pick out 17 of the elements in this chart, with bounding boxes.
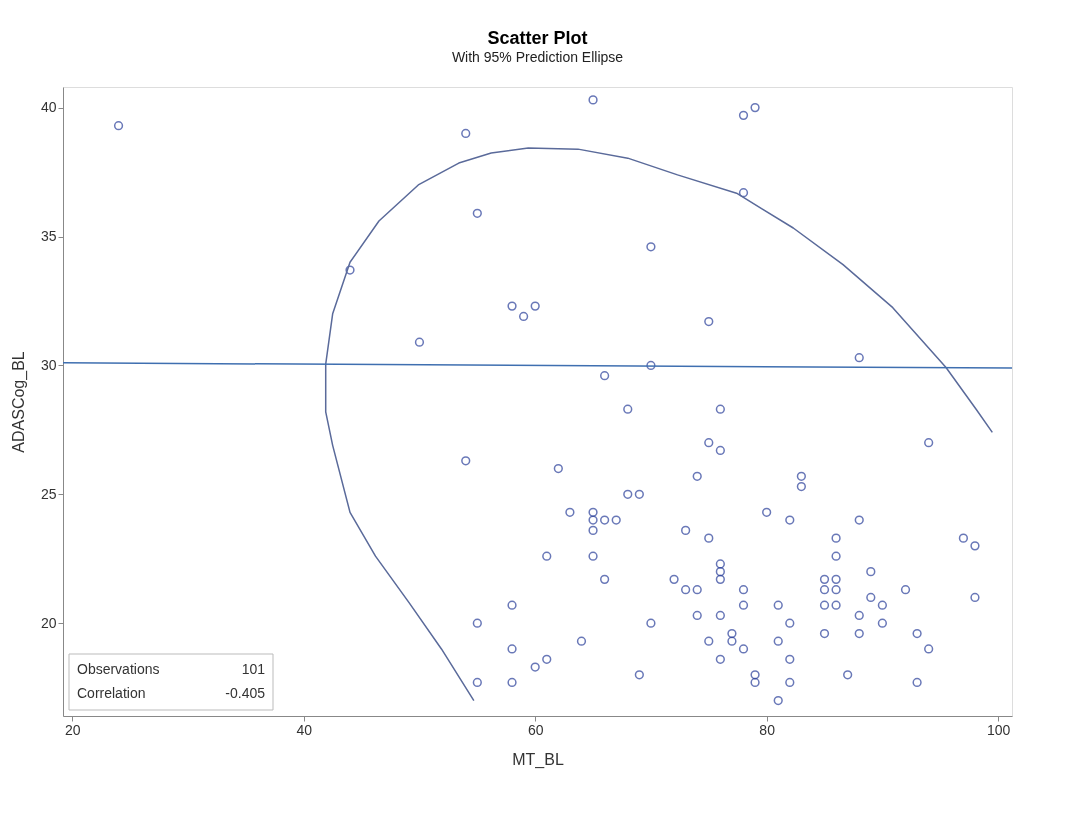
- text: Correlation -0.405: [77, 685, 265, 701]
- x-tick-label: 40: [296, 721, 313, 738]
- y-axis-title: ADASCog_BL: [9, 351, 28, 453]
- y-tick-label: 25: [40, 485, 57, 502]
- chart-subtitle: With 95% Prediction Ellipse: [451, 49, 624, 65]
- y-tick-label: 40: [40, 99, 57, 116]
- x-axis-title: MT_BL: [512, 750, 564, 769]
- line-series: [324, 147, 994, 702]
- x-tick-label: 80: [759, 721, 776, 738]
- y-tick-label: 20: [40, 614, 57, 631]
- x-tick-label: 100: [986, 721, 1011, 738]
- text: Observations 101: [77, 661, 265, 677]
- x-tick-label: 60: [527, 721, 544, 738]
- y-tick-label: 35: [40, 228, 57, 245]
- y-tick-label: 30: [40, 356, 57, 373]
- chart-title: Scatter Plot: [487, 28, 588, 48]
- x-tick-label: 20: [64, 721, 81, 738]
